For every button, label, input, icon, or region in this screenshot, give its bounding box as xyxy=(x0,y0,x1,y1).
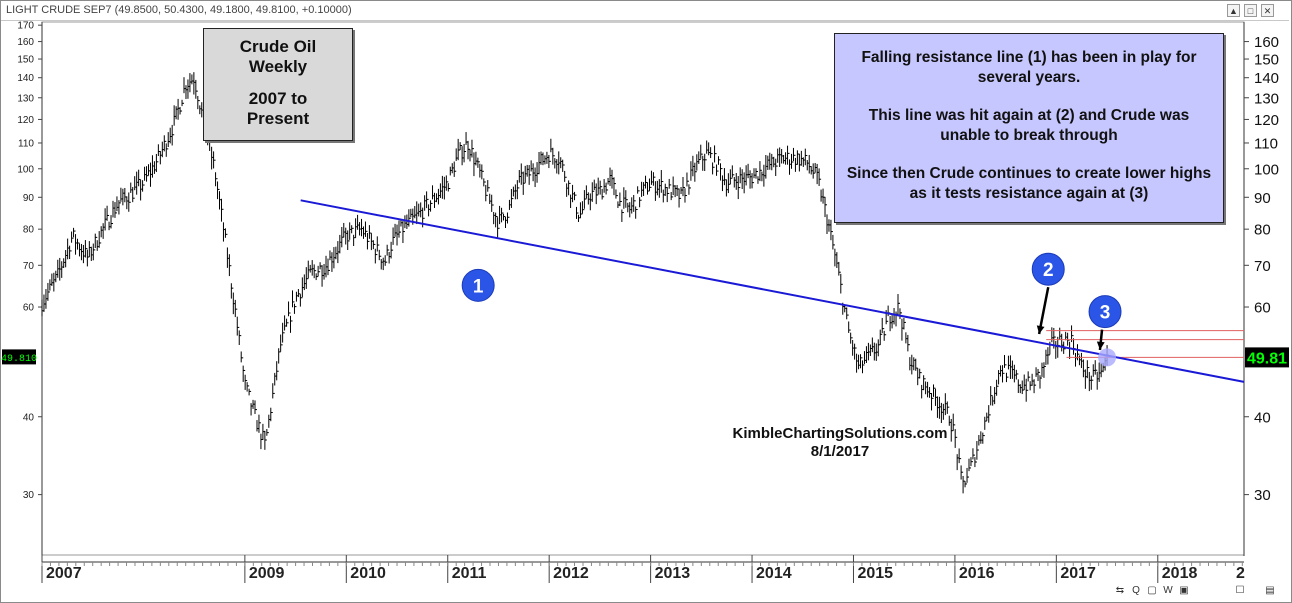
watermark: KimbleChartingSolutions.com 8/1/2017 xyxy=(720,425,960,461)
title-line-4: Present xyxy=(246,109,310,128)
marker-1-label: 1 xyxy=(473,276,484,297)
maximize-button[interactable]: □ xyxy=(1244,4,1257,17)
y-tick-left-label: 160 xyxy=(17,37,34,48)
y-tick-right-label: 90 xyxy=(1254,190,1271,207)
y-tick-right-label: 70 xyxy=(1254,258,1271,275)
x-tick-label: 2016 xyxy=(959,565,995,582)
right-price-tag-text: 49.81 xyxy=(1247,350,1287,367)
y-tick-left-label: 100 xyxy=(17,164,34,175)
marker-3-arrow-head xyxy=(1096,341,1105,350)
toolbar-layout-icon[interactable]: ▣ xyxy=(1179,585,1189,596)
x-tick-label: 2 xyxy=(1236,565,1245,582)
resistance-line xyxy=(300,199,1245,383)
y-tick-left-label: 110 xyxy=(18,138,34,149)
title-line-3: 2007 to xyxy=(248,89,308,108)
toolbar-window-icon[interactable]: ☐ xyxy=(1235,585,1245,596)
marker-2-label: 2 xyxy=(1043,260,1054,281)
chart-annotations: 49.810 49.81 1 2 3 xyxy=(1,199,1289,383)
y-tick-left-label: 80 xyxy=(23,225,35,236)
left-price-tag-text: 49.810 xyxy=(1,354,37,365)
y-tick-right-label: 60 xyxy=(1254,300,1271,317)
y-tick-left-label: 130 xyxy=(17,93,34,104)
x-tick-label: 2017 xyxy=(1060,565,1096,582)
y-tick-right-label: 140 xyxy=(1254,70,1279,87)
chart-titlebar: LIGHT CRUDE SEP7 (49.8500, 50.4300, 49.1… xyxy=(1,1,1289,21)
close-button[interactable]: ✕ xyxy=(1261,4,1274,17)
toolbar-swap-icon[interactable]: ⇆ xyxy=(1115,585,1125,596)
up-arrow-button[interactable]: ▲ xyxy=(1227,4,1240,17)
title-line-2: Weekly xyxy=(248,57,308,76)
y-tick-right-label: 130 xyxy=(1254,90,1279,107)
y-tick-left-label: 60 xyxy=(23,303,35,314)
x-tick-label: 2014 xyxy=(756,565,792,582)
y-tick-left-label: 40 xyxy=(23,412,35,423)
chart-axes: 1701601501401301201101009080706040301601… xyxy=(17,21,1279,583)
y-tick-right-label: 110 xyxy=(1254,135,1278,152)
x-tick-label: 2015 xyxy=(857,565,893,582)
marker-3-label: 3 xyxy=(1100,303,1111,324)
marker-1-circle xyxy=(461,268,495,302)
title-line-1: Crude Oil xyxy=(239,37,317,56)
y-tick-left-label: 150 xyxy=(17,55,34,66)
y-tick-right-label: 160 xyxy=(1254,34,1279,51)
left-price-tag xyxy=(2,349,36,365)
y-tick-left-label: 140 xyxy=(17,73,34,84)
y-tick-left-label: 120 xyxy=(17,115,34,126)
x-tick-label: 2012 xyxy=(553,565,589,582)
note-paragraph-2: This line was hit again at (2) and Crude… xyxy=(868,107,1190,144)
toolbar-scroll-icon[interactable]: ▤ xyxy=(1265,585,1275,596)
x-tick-label: 2011 xyxy=(452,565,487,582)
commentary-box: Falling resistance line (1) has been in … xyxy=(834,33,1224,223)
y-tick-left-label: 70 xyxy=(23,261,35,272)
y-tick-right-label: 40 xyxy=(1254,409,1271,426)
note-paragraph-3: Since then Crude continues to create low… xyxy=(846,165,1212,202)
note-paragraph-1: Falling resistance line (1) has been in … xyxy=(861,49,1197,86)
toolbar-box-icon[interactable]: ▢ xyxy=(1147,585,1157,596)
y-tick-left-label: 90 xyxy=(23,193,35,204)
x-tick-label: 2007 xyxy=(46,565,82,582)
symbol-header: LIGHT CRUDE SEP7 (49.8500, 50.4300, 49.1… xyxy=(6,4,352,16)
x-tick-label: 2013 xyxy=(655,565,691,582)
title-box: Crude Oil Weekly 2007 to Present xyxy=(203,28,353,141)
x-tick-label: 2010 xyxy=(350,565,386,582)
watermark-site: KimbleChartingSolutions.com xyxy=(732,425,948,442)
toolbar-w-button[interactable]: W xyxy=(1163,585,1173,596)
x-tick-label: 2018 xyxy=(1162,565,1198,582)
y-tick-right-label: 120 xyxy=(1254,112,1279,129)
y-tick-right-label: 30 xyxy=(1254,487,1271,504)
x-tick-label: 2009 xyxy=(249,565,285,582)
y-tick-left-label: 170 xyxy=(17,21,34,32)
watermark-date: 8/1/2017 xyxy=(810,443,870,460)
marker-2-circle xyxy=(1031,252,1065,286)
y-tick-right-label: 150 xyxy=(1254,52,1279,69)
y-tick-left-label: 30 xyxy=(23,490,35,501)
marker-2-arrow-head xyxy=(1036,325,1045,335)
marker-3-circle xyxy=(1088,295,1122,329)
touch-highlight xyxy=(1098,348,1117,367)
right-price-tag xyxy=(1245,347,1289,368)
y-tick-right-label: 100 xyxy=(1254,161,1279,178)
toolbar-q-button[interactable]: Q xyxy=(1132,585,1140,596)
price-bars xyxy=(41,72,1110,494)
y-tick-right-label: 80 xyxy=(1254,222,1271,239)
